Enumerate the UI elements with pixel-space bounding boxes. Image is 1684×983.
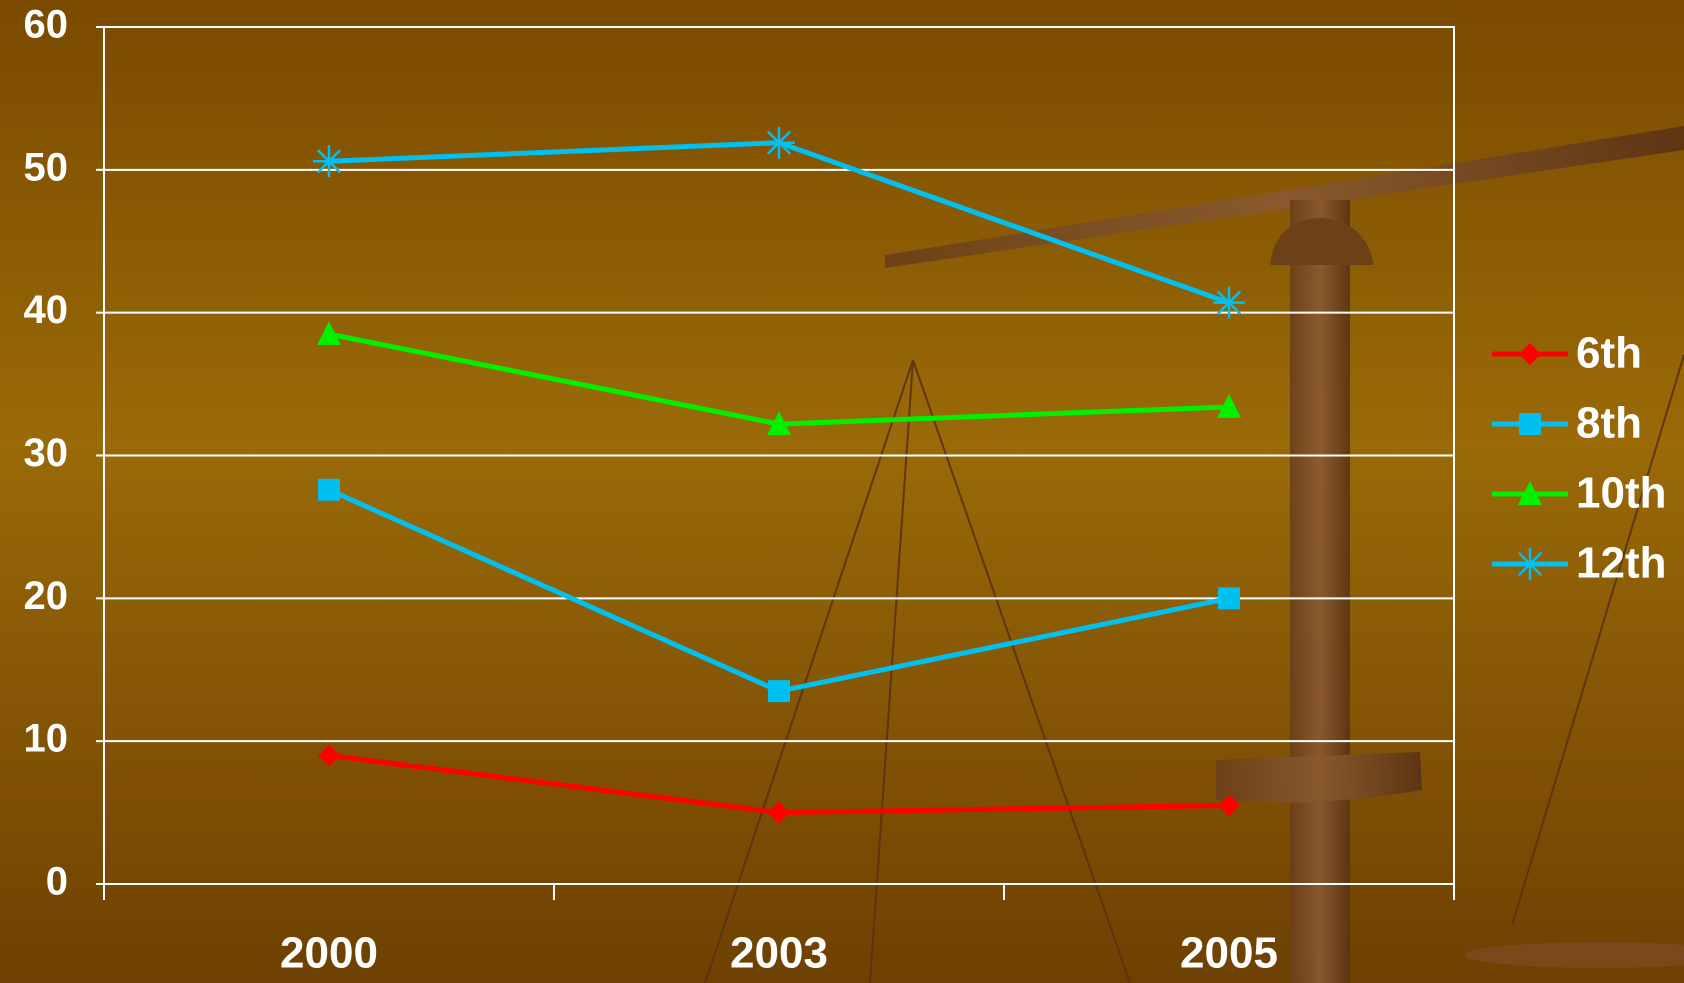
legend-label: 8th <box>1576 399 1642 448</box>
marker <box>768 680 790 703</box>
x-tick-label: 2000 <box>280 929 378 978</box>
x-tick-label: 2003 <box>730 929 828 978</box>
y-tick-label: 50 <box>24 145 69 189</box>
marker <box>313 145 345 178</box>
legend-label: 10th <box>1576 469 1666 518</box>
legend-marker <box>1518 481 1542 505</box>
legend-marker <box>1514 548 1546 580</box>
marker <box>1213 286 1245 319</box>
marker <box>317 321 341 346</box>
marker <box>1218 794 1240 817</box>
scale-decoration <box>704 126 1684 983</box>
y-tick-label: 0 <box>46 860 68 904</box>
legend-marker <box>1519 343 1541 365</box>
marker <box>763 126 795 159</box>
y-tick-label: 60 <box>24 3 69 47</box>
y-tick-label: 10 <box>24 717 69 761</box>
marker <box>1217 393 1241 418</box>
marker <box>1218 587 1240 610</box>
y-tick-label: 40 <box>24 288 69 332</box>
y-tick-label: 20 <box>24 574 69 618</box>
marker <box>768 801 790 824</box>
legend-label: 12th <box>1576 539 1666 588</box>
marker <box>767 411 791 436</box>
y-tick-label: 30 <box>24 431 69 475</box>
legend-label: 6th <box>1576 329 1642 378</box>
legend-marker <box>1519 413 1541 435</box>
marker <box>318 478 340 501</box>
x-tick-label: 2005 <box>1180 929 1278 978</box>
marker <box>318 744 340 767</box>
